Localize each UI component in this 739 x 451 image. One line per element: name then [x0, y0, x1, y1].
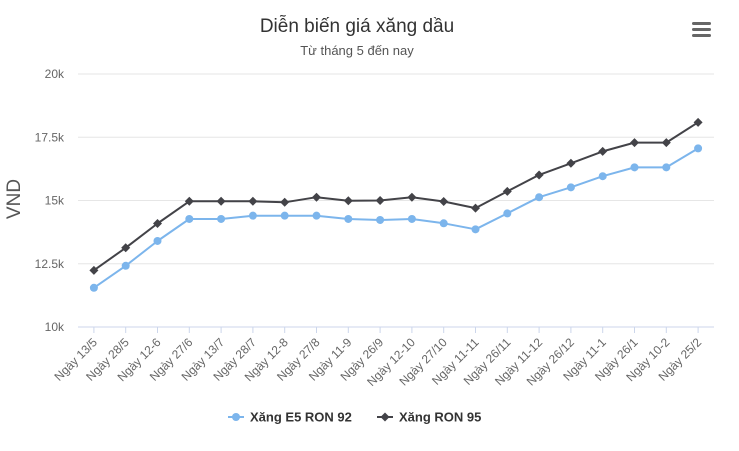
data-point[interactable] — [535, 193, 544, 202]
data-point[interactable] — [153, 219, 162, 229]
data-point[interactable] — [217, 214, 226, 223]
legend-label: Xăng RON 95 — [399, 410, 481, 425]
data-point[interactable] — [502, 186, 512, 196]
y-axis-label: VND — [4, 179, 25, 219]
chart-subtitle: Từ tháng 5 đến nay — [300, 43, 414, 58]
data-point[interactable] — [248, 211, 257, 220]
series-1 — [89, 144, 703, 292]
data-point[interactable] — [185, 214, 194, 223]
data-point[interactable] — [598, 146, 608, 156]
chart-menu-button[interactable] — [688, 18, 716, 42]
data-point[interactable] — [248, 196, 258, 206]
data-point[interactable] — [89, 283, 98, 292]
data-point[interactable] — [630, 138, 639, 148]
data-point[interactable] — [439, 219, 448, 228]
data-point[interactable] — [344, 214, 353, 223]
data-point[interactable] — [121, 243, 131, 253]
series-line — [93, 147, 699, 289]
data-point[interactable] — [503, 209, 512, 218]
legend-marker — [380, 412, 390, 422]
legend-item-2[interactable]: Xăng RON 95 — [377, 410, 481, 425]
data-point[interactable] — [375, 196, 385, 205]
data-point[interactable] — [471, 203, 480, 213]
data-point[interactable] — [280, 211, 289, 220]
data-point[interactable] — [630, 163, 639, 172]
legend-marker — [232, 413, 240, 421]
data-point[interactable] — [566, 183, 575, 192]
data-point[interactable] — [407, 192, 417, 202]
y-tick-label: 20k — [45, 67, 65, 81]
data-point[interactable] — [153, 236, 162, 245]
legend-item-1[interactable]: Xăng E5 RON 92 — [228, 410, 352, 425]
data-point[interactable] — [312, 192, 321, 202]
data-point[interactable] — [407, 214, 416, 223]
series-line — [93, 121, 699, 272]
data-point[interactable] — [376, 215, 385, 224]
y-tick-label: 12.5k — [35, 257, 65, 271]
data-point[interactable] — [534, 170, 544, 180]
data-point[interactable] — [312, 211, 321, 220]
data-point[interactable] — [661, 138, 671, 148]
data-point[interactable] — [566, 158, 576, 168]
data-point[interactable] — [439, 197, 449, 207]
grid-lines — [78, 73, 714, 328]
data-point[interactable] — [280, 197, 290, 207]
legend-label: Xăng E5 RON 92 — [250, 410, 352, 425]
data-point[interactable] — [598, 172, 607, 181]
y-tick-label: 17.5k — [35, 130, 65, 144]
data-point[interactable] — [694, 144, 703, 153]
data-point[interactable] — [343, 196, 353, 206]
data-point[interactable] — [662, 163, 671, 172]
data-point[interactable] — [89, 265, 99, 275]
legend: Xăng E5 RON 92 Xăng RON 95 — [228, 410, 481, 425]
data-point[interactable] — [121, 261, 130, 270]
series-2 — [89, 117, 703, 275]
y-tick-label: 15k — [45, 194, 65, 208]
data-point[interactable] — [216, 196, 226, 206]
menu-icon — [692, 22, 711, 37]
y-axis-ticks: 10k 12.5k 15k 17.5k 20k — [35, 67, 65, 334]
series-layer — [89, 117, 703, 292]
data-point[interactable] — [471, 225, 480, 234]
chart-title: Diễn biến giá xăng dầu — [260, 15, 454, 37]
y-tick-label: 10k — [45, 320, 65, 334]
data-point[interactable] — [693, 117, 703, 127]
data-point[interactable] — [184, 196, 194, 206]
